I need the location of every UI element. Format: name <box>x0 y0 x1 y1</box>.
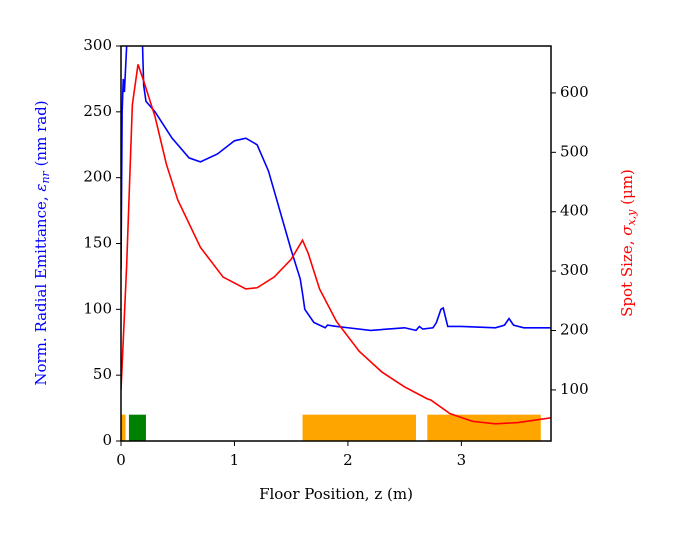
y-tick-label: 0 <box>102 431 112 449</box>
y2-tick-label: 100 <box>560 380 589 398</box>
y2-tick-label: 500 <box>560 142 589 160</box>
y2-tick-label: 400 <box>560 202 589 220</box>
y-tick-label: 250 <box>83 102 112 120</box>
y-tick-label: 100 <box>83 299 112 317</box>
y-tick-label: 150 <box>83 234 112 252</box>
element-block <box>121 414 126 441</box>
x-tick-label: 0 <box>116 451 126 469</box>
y2-axis-label: Spot Size, σx,y (μm) <box>618 169 638 317</box>
y2-label-unit: (μm) <box>618 169 636 209</box>
y-label-text: Norm. Radial Emittance, <box>32 192 50 386</box>
y2-tick-label: 200 <box>560 321 589 339</box>
y-tick-label: 300 <box>83 36 112 54</box>
x-tick-label: 2 <box>343 451 353 469</box>
element-block <box>128 414 146 441</box>
y2-tick-label: 600 <box>560 83 589 101</box>
y2-label-text: Spot Size, <box>618 236 636 317</box>
y2-label-subscript: x,y <box>625 209 638 226</box>
x-tick-label: 3 <box>457 451 467 469</box>
y2-label-symbol: σ <box>618 225 636 236</box>
y-tick-label: 200 <box>83 168 112 186</box>
element-block <box>427 414 541 441</box>
element-block <box>302 414 416 441</box>
y2-tick-label: 300 <box>560 261 589 279</box>
y-tick-label: 50 <box>93 365 112 383</box>
series-line <box>121 64 551 425</box>
y-label-symbol: ε <box>32 184 50 192</box>
series-line <box>121 46 551 332</box>
plot-frame <box>120 45 552 442</box>
x-axis-label: Floor Position, z (m) <box>259 485 413 503</box>
x-tick-label: 1 <box>230 451 240 469</box>
y-label-unit: (nm rad) <box>32 100 50 171</box>
y-axis-label: Norm. Radial Emittance, εnr (nm rad) <box>32 100 52 385</box>
y-label-subscript: nr <box>39 170 52 183</box>
